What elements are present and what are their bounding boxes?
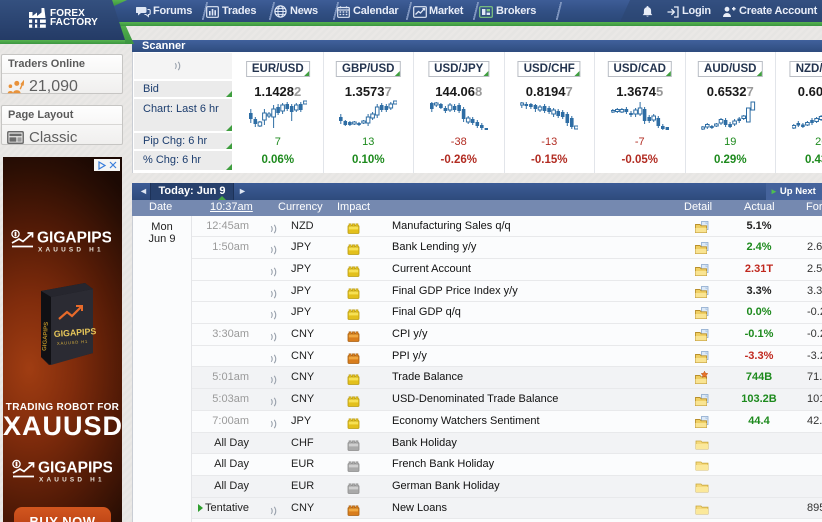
svg-text:GIGAPIPS: GIGAPIPS [38,460,112,477]
svg-text:GIGAPIPS: GIGAPIPS [53,326,96,339]
svg-text:GIGAPIPS: GIGAPIPS [37,230,111,247]
svg-text:GIGAPIPS: GIGAPIPS [42,322,50,351]
svg-text:XAUUSD H1: XAUUSD H1 [38,247,104,254]
svg-text:XAUUSD H1: XAUUSD H1 [57,339,88,346]
svg-text:XAUUSD H1: XAUUSD H1 [39,477,105,484]
